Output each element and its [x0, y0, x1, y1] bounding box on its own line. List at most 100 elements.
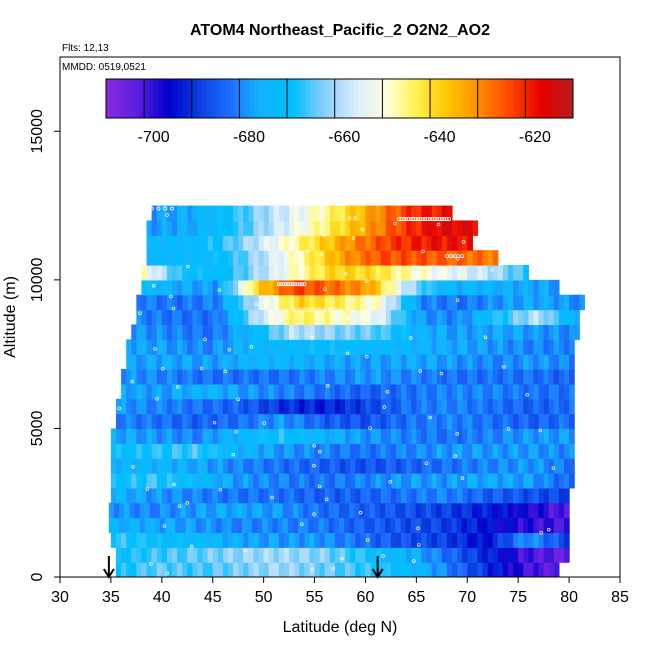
heatmap-cell [416, 473, 423, 489]
heatmap-cell [396, 398, 402, 415]
heatmap-cell [467, 369, 473, 385]
heatmap-cell [487, 279, 494, 296]
x-tick-label: 30 [51, 589, 69, 606]
heatmap-cell [564, 383, 570, 400]
heatmap-cell [523, 383, 529, 400]
heatmap-cell [345, 205, 351, 222]
colorbar-tick-label: -640 [424, 129, 456, 146]
heatmap-cell [294, 205, 300, 222]
heatmap-cell [304, 428, 311, 444]
heatmap-cell [151, 547, 158, 563]
heatmap-cell [113, 517, 120, 534]
heatmap-cell [553, 547, 560, 563]
heatmap-cell [345, 294, 351, 311]
heatmap-cell [187, 339, 193, 355]
heatmap-cell [161, 220, 168, 236]
heatmap-cell [146, 354, 153, 370]
heatmap-cell [528, 532, 535, 548]
heatmap-cell [569, 324, 575, 340]
heatmap-cell [319, 265, 326, 281]
heatmap-cell [375, 413, 382, 430]
heatmap-cell [385, 339, 392, 355]
colorbar-swatch [263, 79, 269, 118]
heatmap-cell [166, 487, 173, 504]
heatmap-cell [180, 517, 187, 534]
heatmap-cell [390, 458, 397, 474]
heatmap-cell [370, 487, 377, 504]
heatmap-cell [446, 428, 453, 444]
heatmap-cell [258, 279, 265, 296]
heatmap-cell [477, 324, 484, 340]
heatmap-cell [314, 265, 321, 281]
heatmap-cell [471, 502, 478, 519]
heatmap-cell [319, 428, 326, 444]
heatmap-cell [375, 383, 382, 400]
heatmap-cell [513, 369, 519, 385]
heatmap-cell [441, 443, 448, 459]
heatmap-cell [177, 294, 183, 311]
heatmap-cell [319, 369, 326, 385]
heatmap-cell [294, 294, 300, 311]
heatmap-cell [166, 413, 173, 430]
heatmap-cell [426, 235, 433, 251]
heatmap-cell [156, 413, 163, 430]
heatmap-cell [533, 443, 540, 459]
colorbar-swatch [425, 79, 431, 118]
heatmap-cell [324, 398, 331, 415]
heatmap-cell [548, 309, 555, 326]
heatmap-cell [217, 250, 224, 266]
heatmap-cell [345, 324, 351, 340]
heatmap-cell [553, 354, 560, 370]
heatmap-cell [273, 562, 280, 577]
heatmap-cell [284, 443, 290, 459]
heatmap-cell [253, 413, 260, 430]
track-point [502, 365, 506, 369]
heatmap-cell [334, 443, 341, 459]
heatmap-cell [195, 517, 202, 534]
track-point [189, 544, 194, 549]
heatmap-cell [160, 502, 166, 519]
heatmap-cell [431, 428, 438, 444]
heatmap-cell [202, 562, 209, 577]
heatmap-cell [334, 547, 341, 563]
heatmap-cell [487, 562, 494, 577]
heatmap-cell [333, 517, 340, 534]
heatmap-cell [421, 220, 428, 236]
heatmap-cell [390, 517, 396, 534]
track-point [388, 480, 393, 484]
colorbar-swatch [320, 79, 326, 118]
heatmap-cell [523, 517, 529, 534]
heatmap-cell [375, 398, 382, 415]
heatmap-cell [355, 265, 361, 281]
heatmap-cell [161, 383, 168, 400]
heatmap-cell [513, 265, 519, 281]
heatmap-cell [207, 294, 214, 311]
heatmap-cell [548, 458, 555, 474]
heatmap-cell [385, 413, 392, 430]
heatmap-cell [238, 205, 244, 222]
heatmap-cell [461, 517, 468, 534]
heatmap-cell [197, 413, 204, 430]
heatmap-cell [338, 517, 345, 534]
heatmap-cell [146, 443, 153, 459]
heatmap-cell [309, 428, 316, 444]
heatmap-cell [273, 487, 280, 504]
heatmap-cell [222, 487, 229, 504]
heatmap-cell [177, 428, 183, 444]
heatmap-cell [116, 443, 122, 459]
heatmap-cell [482, 547, 489, 563]
heatmap-cell [380, 354, 387, 370]
heatmap-cell [400, 517, 407, 534]
heatmap-cell [131, 487, 137, 504]
heatmap-cell [431, 205, 438, 222]
heatmap-cell [482, 250, 489, 266]
heatmap-cell [156, 547, 163, 563]
heatmap-cell [543, 369, 550, 385]
heatmap-cell [426, 294, 433, 311]
x-tick-label: 70 [458, 589, 476, 606]
heatmap-cell [299, 532, 305, 548]
heatmap-cell [192, 473, 199, 489]
colorbar-swatch [391, 79, 398, 118]
heatmap-cell [446, 309, 453, 326]
heatmap-cell [340, 205, 346, 222]
